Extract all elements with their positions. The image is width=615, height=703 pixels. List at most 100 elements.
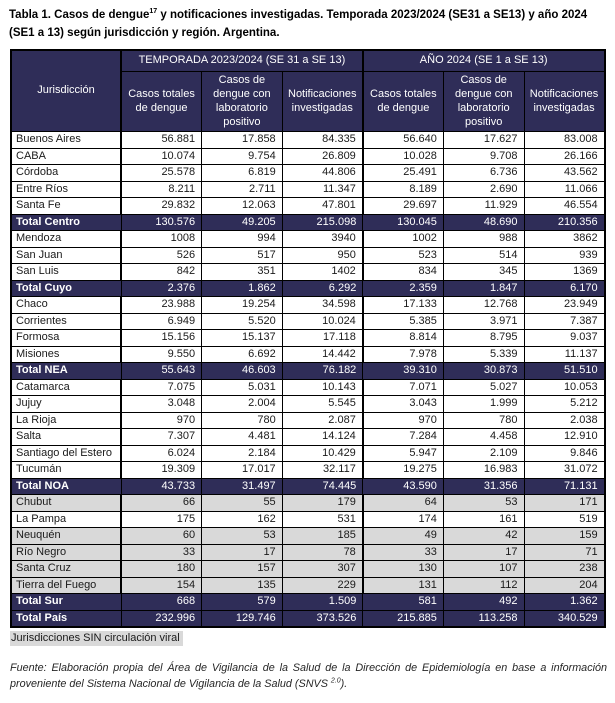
table-row: La Pampa 175 162 531 174 161 519 [10,510,606,529]
value-cell: 523 [361,246,444,265]
value-cell: 71.131 [523,477,606,496]
jurisdiction-cell: Chubut [10,494,122,512]
value-cell: 1.847 [442,279,525,298]
jurisdiction-cell: Total Sur [10,593,122,611]
value-cell: 780 [442,411,525,430]
value-cell: 9.037 [523,329,606,347]
table-row: San Luis 842 351 1402 834 345 1369 [10,263,606,281]
value-cell: 668 [120,593,203,611]
value-cell: 26.166 [523,147,606,166]
table-row: Santa Cruz 180 157 307 130 107 238 [10,560,606,578]
value-cell: 834 [361,263,444,281]
value-cell: 492 [442,593,525,611]
jurisdiction-cell: Tierra del Fuego [10,576,122,595]
jurisdiction-cell: Formosa [10,329,122,347]
value-cell: 3.043 [361,395,444,413]
value-cell: 994 [201,230,283,248]
column-header-laboratorio-positivo-ano: Casos de dengue con laboratorio positivo [442,71,525,133]
value-cell: 39.310 [362,362,444,380]
value-cell: 2.087 [281,411,364,430]
value-cell: 215.098 [281,213,364,232]
total-row: Total Cuyo 2.376 1.862 6.292 2.359 1.847 6.170 [10,279,606,298]
value-cell: 12.768 [442,296,525,314]
table-row: Formosa 15.156 15.137 17.118 8.814 8.795 9.037 [10,329,606,347]
value-cell: 17.118 [281,329,364,347]
value-cell: 53 [442,494,525,512]
jurisdiction-cell: Total País [10,609,122,628]
value-cell: 6.819 [201,164,283,182]
value-cell: 33 [361,543,444,562]
value-cell: 53 [201,527,283,545]
jurisdiction-cell: CABA [10,147,122,166]
snvs-version-superscript: 2.0 [330,677,341,685]
value-cell: 49 [361,527,444,545]
value-cell: 17 [442,543,525,562]
value-cell: 210.356 [523,213,606,232]
value-cell: 1402 [281,263,364,281]
value-cell: 5.385 [361,312,444,331]
value-cell: 51.510 [523,362,606,380]
value-cell: 175 [120,510,203,529]
value-cell: 17.627 [442,131,525,149]
value-cell: 970 [361,411,444,430]
column-group-temporada-2023-2024: TEMPORADA 2023/2024 (SE 31 a SE 13) [120,49,364,73]
value-cell: 23.949 [523,296,606,314]
value-cell: 185 [281,527,364,545]
value-cell: 5.339 [442,345,525,364]
value-cell: 9.846 [523,444,606,463]
value-cell: 66 [120,494,203,512]
table-row: San Juan 526 517 950 523 514 939 [10,246,606,265]
value-cell: 17.133 [361,296,444,314]
value-cell: 11.137 [523,345,606,364]
value-cell: 26.809 [281,147,364,166]
value-cell: 3940 [281,230,364,248]
value-cell: 42 [442,527,525,545]
jurisdiction-cell: Total NOA [10,477,122,496]
jurisdiction-cell: Chaco [10,296,122,314]
table-row: Catamarca 7.075 5.031 10.143 7.071 5.027 10.05… [10,378,606,397]
jurisdiction-cell: San Juan [10,246,122,265]
value-cell: 46.603 [201,362,283,380]
footnote-reference: 17 [149,8,158,16]
value-cell: 31.356 [442,477,525,496]
value-cell: 33 [120,543,203,562]
source-text: Fuente: Elaboración propia del Área de V… [10,662,607,691]
table-row: Río Negro 33 17 78 33 17 71 [10,543,606,562]
value-cell: 531 [281,510,364,529]
value-cell: 2.004 [201,395,283,413]
value-cell: 130.576 [120,213,203,232]
value-cell: 32.117 [281,461,364,479]
value-cell: 7.387 [523,312,606,331]
table-row: Córdoba 25.578 6.819 44.806 25.491 6.736 43.56… [10,164,606,182]
value-cell: 17.017 [201,461,283,479]
column-header-laboratorio-positivo-temporada: Casos de dengue con laboratorio positivo [201,71,283,133]
table-row: Corrientes 6.949 5.520 10.024 5.385 3.971 7.38… [10,312,606,331]
value-cell: 30.873 [442,362,525,380]
source-note: Fuente: Elaboración propia del Área de V… [10,660,607,692]
value-cell: 6.949 [120,312,203,331]
value-cell: 2.711 [201,180,283,199]
value-cell: 174 [361,510,444,529]
value-cell: 988 [442,230,525,248]
table-row: Salta 7.307 4.481 14.124 7.284 4.458 12.910 [10,428,606,446]
value-cell: 112 [442,576,525,595]
value-cell: 8.211 [120,180,203,199]
total-row: Total NOA 43.733 31.497 74.445 43.590 31.356 7… [10,477,606,496]
jurisdiction-cell: Santa Cruz [10,560,122,578]
value-cell: 345 [442,263,525,281]
value-cell: 340.529 [523,609,606,628]
value-cell: 10.143 [281,378,364,397]
value-cell: 939 [523,246,606,265]
value-cell: 579 [201,593,283,611]
total-row: Total Centro 130.576 49.205 215.098 130.045 4… [10,213,606,232]
value-cell: 238 [523,560,606,578]
table-body: Buenos Aires 56.881 17.858 84.335 56.640 17.6… [10,131,606,628]
value-cell: 44.806 [281,164,364,182]
value-cell: 232.996 [120,609,203,628]
table-row: Santa Fe 29.832 12.063 47.801 29.697 11.929 46… [10,197,606,215]
value-cell: 1008 [120,230,203,248]
value-cell: 2.109 [442,444,525,463]
value-cell: 5.947 [361,444,444,463]
value-cell: 6.736 [442,164,525,182]
value-cell: 179 [281,494,364,512]
